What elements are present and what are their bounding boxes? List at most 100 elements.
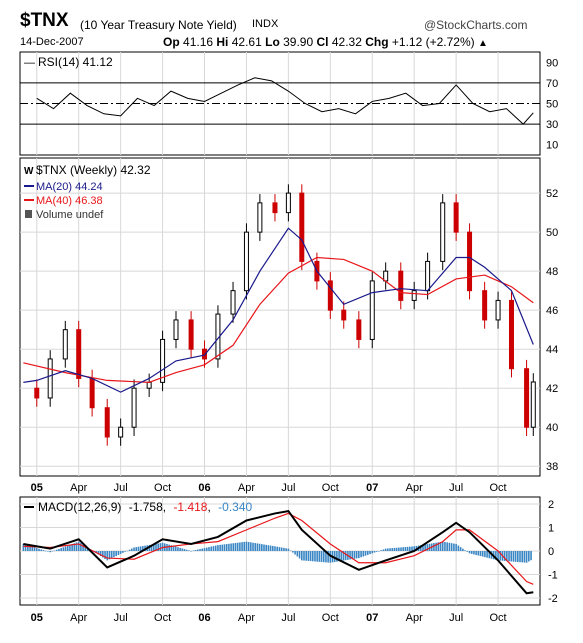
macd-histogram-bar [459, 547, 462, 551]
rsi-y-tick-labels: 10 30 50 70 90 [546, 57, 558, 151]
macd-histogram-bar [292, 551, 294, 553]
macd-legend-title: MACD(12,26,9) [38, 500, 121, 514]
macd-histogram-bar [97, 551, 100, 555]
macd-histogram-bar [391, 548, 394, 551]
price-bar [104, 407, 110, 438]
macd-histogram-bar [360, 551, 362, 558]
macd-histogram-bar [325, 551, 327, 563]
macd-histogram-bar [261, 544, 263, 551]
price-x-tick-label: Apr [238, 482, 255, 494]
macd-histogram-bar [185, 549, 188, 551]
histogram-legend-value: -0.340 [218, 500, 252, 514]
price-legend-series: $TNX (Weekly) 42.32 [36, 163, 151, 177]
macd-x-tick-label: Oct [490, 612, 507, 624]
macd-y-tick-label: -2 [548, 593, 558, 605]
price-bar [453, 202, 459, 233]
macd-histogram-bar [172, 545, 175, 551]
price-x-tick-label: 06 [198, 482, 210, 494]
price-bar [62, 329, 68, 360]
macd-histogram-bar [223, 544, 226, 551]
macd-histogram-bar [371, 551, 374, 554]
price-bar [131, 387, 137, 428]
macd-histogram-bar [470, 551, 473, 554]
macd-histogram-bar [254, 543, 257, 551]
macd-histogram-bar [433, 543, 435, 551]
macd-histogram-bar [428, 543, 431, 551]
volume-legend-swatch [25, 210, 32, 218]
price-bar [146, 381, 152, 389]
ma20-line [23, 227, 534, 393]
macd-histogram-bar [488, 551, 491, 559]
macd-histogram-bar [117, 551, 120, 556]
macd-histogram-bar [29, 546, 31, 551]
macd-histogram-bar [42, 550, 45, 551]
price-bar [173, 319, 179, 340]
rsi-legend: RSI(14) 41.12 [38, 55, 113, 69]
macd-histogram-bar [208, 547, 210, 551]
macd-y-tick-label: 2 [548, 499, 554, 511]
macd-histogram-bar [320, 551, 323, 563]
macd-histogram-bar [355, 551, 358, 559]
macd-histogram-bar [298, 551, 301, 559]
price-bar [440, 202, 446, 262]
macd-histogram-bar [457, 545, 460, 551]
macd-histogram-bar [398, 547, 400, 551]
volume-legend-label: Volume undef [36, 209, 104, 221]
cl-label: Cl [316, 35, 329, 49]
macd-histogram-bar [192, 550, 195, 552]
macd-histogram-bar [80, 543, 82, 551]
macd-histogram-bar [327, 551, 329, 563]
macd-x-tick-label: 06 [198, 612, 210, 624]
macd-histogram-bar [353, 551, 356, 559]
macd-histogram-bar [139, 546, 142, 551]
macd-histogram-bar [497, 551, 499, 561]
macd-histogram-bar [157, 543, 159, 551]
macd-histogram-bar [344, 551, 347, 561]
macd-histogram-bar [512, 551, 515, 562]
macd-y-tick-label: -1 [548, 569, 558, 581]
macd-histogram-bar [104, 551, 106, 559]
macd-histogram-bar [203, 548, 206, 551]
price-x-tick-label: Oct [322, 482, 339, 494]
macd-histogram-bar [358, 551, 360, 559]
chg-label: Chg [365, 35, 389, 49]
price-bar [257, 202, 263, 233]
macd-histogram-bar [274, 546, 276, 551]
macd-x-tick-label: Jul [449, 612, 463, 624]
macd-x-tick-label: 07 [366, 612, 378, 624]
price-bar [47, 358, 53, 399]
macd-histogram-bar [309, 551, 312, 562]
macd-panel: -2 -1 0 1 2 MACD(12,26,9) -1.758, -1.418, -0… [19, 496, 558, 624]
macd-histogram-bar [384, 548, 387, 551]
macd-histogram-bar [126, 550, 129, 552]
macd-histogram-bar [510, 551, 513, 562]
price-bar [425, 260, 431, 292]
macd-x-tick-label: Oct [322, 612, 339, 624]
macd-x-tick-label: Apr [70, 612, 87, 624]
macd-histogram-bar [27, 545, 29, 551]
macd-histogram-bar [232, 543, 235, 551]
macd-histogram-bar [495, 551, 497, 560]
macd-histogram-bar [311, 551, 314, 562]
price-bar [482, 290, 488, 321]
macd-histogram-bar [369, 551, 371, 555]
price-bar [230, 290, 236, 315]
macd-histogram-bar [258, 543, 261, 551]
chart-header: $TNX (10 Year Treasury Note Yield) INDX … [0, 0, 583, 56]
macd-histogram-bar [201, 548, 204, 551]
macd-histogram-bar [283, 547, 285, 551]
macd-histogram-bar [181, 548, 184, 551]
price-y-tick-label: 46 [546, 305, 558, 317]
macd-x-tick-label: Apr [406, 612, 423, 624]
price-bar [398, 270, 404, 301]
rsi-reference-lines [20, 82, 540, 125]
macd-histogram-bar [188, 550, 190, 551]
macd-legend-value: -1.758 [129, 500, 163, 514]
macd-histogram-bar [230, 543, 232, 551]
macd-legend-label: MACD(12,26,9) -1.758, -1.418, -0.340 [38, 500, 253, 514]
macd-histogram-bar [225, 544, 228, 551]
macd-histogram-bar [506, 551, 508, 562]
exchange-label: INDX [252, 18, 279, 30]
macd-histogram-bar [455, 543, 457, 551]
macd-histogram-bar [44, 550, 47, 552]
